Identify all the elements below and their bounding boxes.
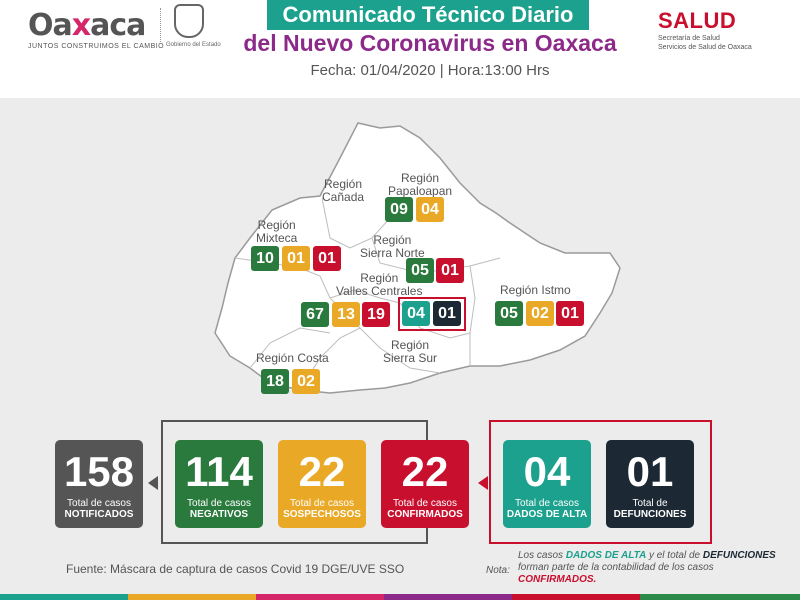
oaxaca-logo-wordmark: Oaxaca — [28, 8, 146, 43]
sierra-norte-confirmed-chip: 01 — [436, 258, 464, 283]
mixteca-suspected-chip: 01 — [282, 246, 310, 271]
stat-notificados-label1: Total de casos — [67, 498, 131, 509]
title-line2: del Nuevo Coronavirus en Oaxaca — [243, 30, 617, 56]
map-outline-icon — [214, 122, 621, 394]
stat-sospechosos: 22 Total de casos SOSPECHOSOS — [278, 440, 366, 528]
istmo-confirmed-chip: 01 — [556, 301, 584, 326]
region-mixteca-label: Región Mixteca — [256, 218, 298, 245]
stat-defunciones-label2: DEFUNCIONES — [613, 509, 687, 520]
region-sierra-norte-label: Región Sierra Norte — [360, 233, 425, 260]
arrow-left-icon — [148, 476, 158, 490]
stat-confirmados-label2: CONFIRMADOS — [387, 509, 463, 520]
oaxaca-map: Región Cañada Región Papaloapan 09 04 Regi… — [0, 98, 800, 428]
stat-alta-label2: DADOS DE ALTA — [506, 509, 588, 520]
region-canada-label: Región Cañada — [322, 177, 365, 204]
region-papaloapan-label: Región Papaloapan — [388, 171, 453, 198]
seal-caption: Gobierno del Estado — [166, 42, 221, 48]
papaloapan-confirmed-chip: 09 — [385, 197, 413, 222]
region-valles-label: Región Valles Centrales — [336, 271, 423, 298]
stat-confirmados-label1: Total de casos — [393, 498, 457, 509]
stat-negativos: 114 Total de casos NEGATIVOS — [175, 440, 263, 528]
valles-deaths-chip: 01 — [433, 301, 461, 326]
costa-negative-chip: 18 — [261, 369, 289, 394]
title-line1: Comunicado Técnico Diario — [267, 0, 589, 30]
salud-logo: SALUD Secretaría de Salud Servicios de S… — [658, 8, 788, 52]
stat-notificados: 158 Total de casos NOTIFICADOS — [55, 440, 143, 528]
bottom-color-stripe — [0, 594, 800, 600]
stat-notificados-value: 158 — [63, 448, 135, 495]
nota-label: Nota: — [486, 565, 510, 576]
region-istmo-label: Región Istmo — [500, 283, 571, 297]
oaxaca-logo: Oaxaca JUNTOS CONSTRUIMOS EL CAMBIO — [28, 8, 164, 50]
stat-defunciones: 01 Total de DEFUNCIONES — [606, 440, 694, 528]
stat-confirmados: 22 Total de casos CONFIRMADOS — [381, 440, 469, 528]
mixteca-confirmed-chip: 01 — [313, 246, 341, 271]
stat-alta: 04 Total de casos DADOS DE ALTA — [503, 440, 591, 528]
salud-sub2: Servicios de Salud de Oaxaca — [658, 44, 752, 51]
stat-alta-label1: Total de casos — [515, 498, 579, 509]
stat-sospechosos-label1: Total de casos — [290, 498, 354, 509]
logo-divider — [160, 8, 161, 44]
sierra-norte-negative-chip: 05 — [406, 258, 434, 283]
header: Oaxaca JUNTOS CONSTRUIMOS EL CAMBIO Gobi… — [0, 0, 800, 98]
nota-text: Los casos DADOS DE ALTA y el total de DE… — [518, 550, 776, 585]
source-note: Fuente: Máscara de captura de casos Covi… — [66, 562, 405, 576]
stat-defunciones-label1: Total de — [632, 498, 668, 509]
istmo-suspected-chip: 02 — [526, 301, 554, 326]
stat-notificados-label2: NOTIFICADOS — [64, 509, 134, 520]
valles-confirmed-chip: 19 — [362, 302, 390, 327]
salud-sub1: Secretaría de Salud — [658, 35, 720, 42]
stat-alta-value: 04 — [523, 448, 571, 495]
stat-confirmados-value: 22 — [401, 448, 449, 495]
costa-suspected-chip: 02 — [292, 369, 320, 394]
arrow-left-red-icon — [478, 476, 488, 490]
region-sierra-sur-label: Región Sierra Sur — [383, 338, 438, 365]
stat-negativos-label2: NEGATIVOS — [189, 509, 249, 520]
stat-defunciones-value: 01 — [626, 448, 674, 495]
valles-recovered-chip: 04 — [402, 301, 430, 326]
date-line: Fecha: 01/04/2020 | Hora:13:00 Hrs — [310, 62, 550, 79]
region-costa-label: Región Costa — [256, 351, 329, 365]
salud-wordmark: SALUD — [658, 8, 737, 33]
valles-suspected-chip: 13 — [332, 302, 360, 327]
stat-negativos-value: 114 — [185, 448, 253, 495]
mixteca-negative-chip: 10 — [251, 246, 279, 271]
stat-sospechosos-value: 22 — [298, 448, 346, 495]
valles-highlight-box — [398, 297, 466, 331]
stat-sospechosos-label2: SOSPECHOSOS — [283, 509, 361, 520]
confirmed-breakdown-bracket — [489, 420, 712, 544]
logo-slogan: JUNTOS CONSTRUIMOS EL CAMBIO — [28, 43, 165, 50]
state-seal-icon — [174, 4, 204, 38]
papaloapan-suspected-chip: 04 — [416, 197, 444, 222]
istmo-negative-chip: 05 — [495, 301, 523, 326]
valles-negative-chip: 67 — [301, 302, 329, 327]
stat-negativos-label1: Total de casos — [187, 498, 251, 509]
